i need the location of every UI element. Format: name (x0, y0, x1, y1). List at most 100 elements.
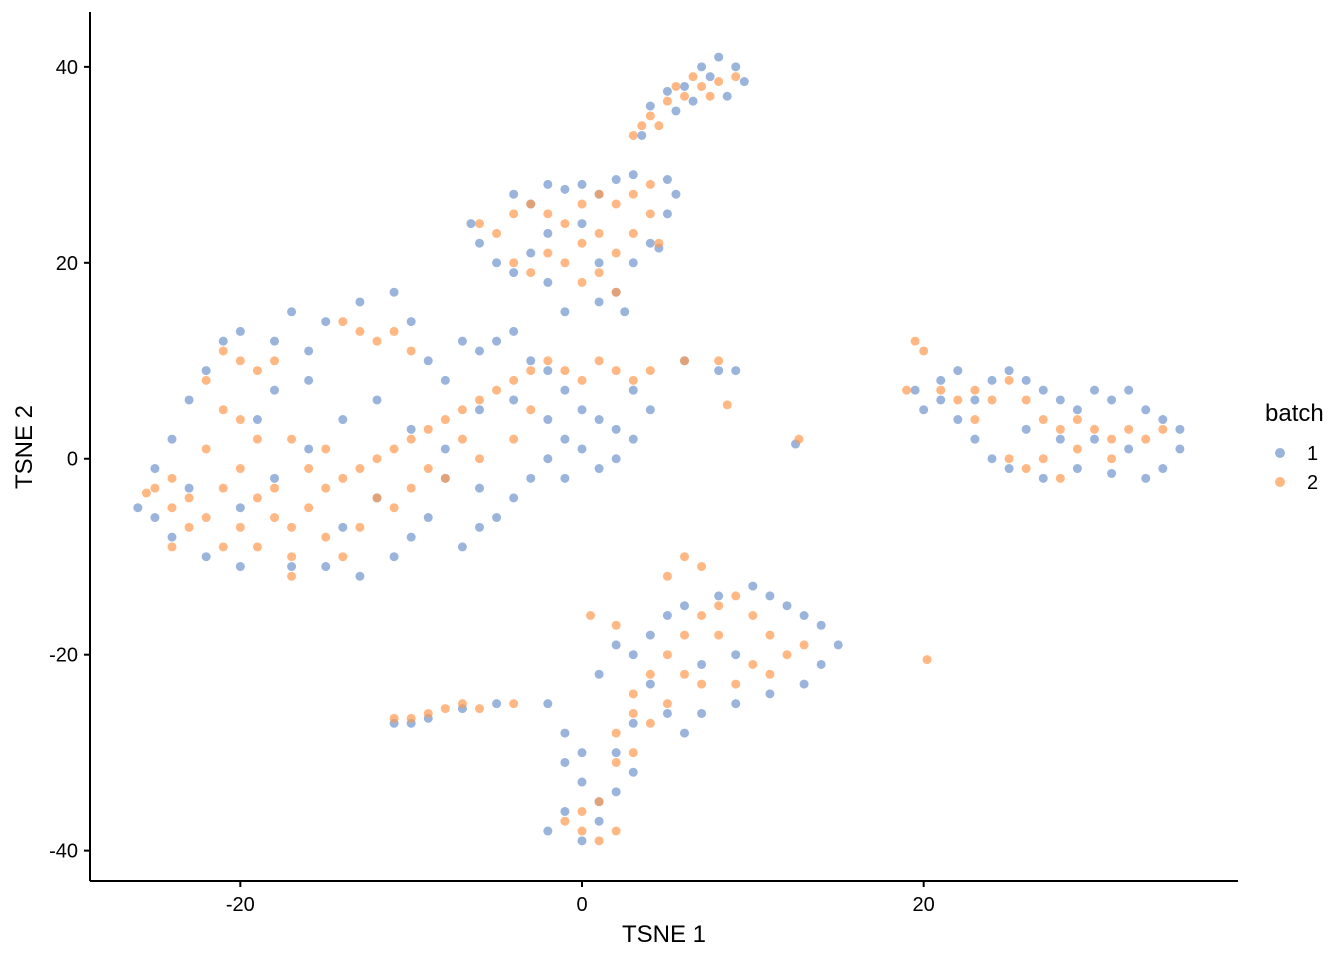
point-batch-2 (611, 287, 621, 297)
point-batch-1 (620, 307, 630, 317)
point-batch-1 (594, 464, 604, 474)
point-batch-1 (389, 552, 399, 562)
point-batch-1 (475, 522, 484, 532)
point-batch-2 (167, 542, 177, 552)
point-batch-1 (611, 748, 621, 758)
point-batch-2 (662, 96, 672, 106)
point-batch-1 (680, 601, 689, 611)
point-batch-1 (167, 532, 177, 542)
point-batch-2 (218, 346, 228, 356)
point-batch-1 (543, 366, 553, 376)
point-batch-2 (577, 238, 587, 248)
point-batch-1 (492, 336, 502, 346)
point-batch-2 (611, 199, 621, 209)
point-batch-2 (389, 326, 399, 336)
point-batch-2 (748, 659, 758, 669)
point-batch-1 (406, 424, 416, 434)
point-batch-2 (560, 816, 570, 826)
point-batch-1 (577, 405, 587, 415)
point-batch-2 (509, 375, 519, 385)
point-batch-2 (645, 669, 655, 679)
point-batch-1 (287, 562, 297, 572)
point-batch-2 (475, 454, 484, 464)
point-batch-2 (543, 209, 553, 219)
point-batch-1 (406, 532, 416, 542)
point-batch-2 (714, 630, 724, 640)
point-batch-2 (252, 542, 262, 552)
y-tick-label: -20 (49, 645, 78, 667)
point-batch-1 (235, 562, 245, 572)
point-batch-2 (321, 483, 331, 493)
point-batch-2 (270, 513, 279, 523)
point-batch-1 (543, 228, 553, 238)
x-axis-title: TSNE 1 (622, 921, 706, 948)
point-batch-2 (235, 522, 245, 532)
point-batch-1 (492, 258, 502, 268)
point-batch-2 (150, 483, 160, 493)
legend-title: batch (1265, 400, 1324, 427)
point-batch-2 (1072, 444, 1082, 454)
point-batch-1 (543, 415, 553, 425)
point-batch-1 (1090, 385, 1099, 395)
point-batch-2 (680, 552, 689, 562)
point-batch-2 (287, 571, 297, 581)
point-batch-2 (287, 522, 297, 532)
point-batch-1 (645, 101, 655, 111)
point-batch-1 (594, 297, 604, 307)
point-batch-2 (270, 483, 279, 493)
point-batch-1 (987, 454, 997, 464)
point-batch-2 (611, 826, 621, 836)
point-batch-1 (338, 415, 348, 425)
point-batch-2 (1124, 424, 1134, 434)
point-batch-2 (697, 679, 707, 689)
point-batch-2 (475, 395, 484, 405)
point-batch-2 (688, 72, 698, 82)
point-batch-1 (748, 581, 758, 591)
point-batch-1 (1141, 405, 1151, 415)
point-batch-1 (731, 366, 741, 376)
point-batch-2 (287, 552, 297, 562)
point-batch-1 (150, 513, 160, 523)
point-batch-1 (628, 650, 638, 660)
point-batch-2 (252, 493, 262, 503)
x-ticks: -20 0 20 (226, 881, 935, 916)
point-batch-1 (671, 189, 681, 199)
y-tick-label: -40 (49, 841, 78, 863)
point-batch-1 (833, 640, 843, 650)
point-batch-1 (492, 513, 502, 523)
point-batch-1 (645, 238, 655, 248)
point-batch-2 (662, 650, 672, 660)
point-batch-2 (645, 366, 655, 376)
point-batch-1 (611, 454, 621, 464)
point-batch-2 (628, 689, 638, 699)
point-batch-1 (1072, 464, 1082, 474)
point-batch-2 (714, 77, 724, 87)
point-batch-1 (697, 708, 707, 718)
point-batch-2 (654, 238, 664, 248)
point-batch-1 (167, 434, 177, 444)
point-batch-1 (457, 542, 467, 552)
point-batch-1 (799, 679, 809, 689)
point-batch-2 (218, 483, 228, 493)
point-batch-1 (543, 179, 553, 189)
point-batch-2 (594, 228, 604, 238)
point-batch-2 (714, 356, 724, 366)
point-batch-2 (782, 650, 792, 660)
point-batch-2 (680, 91, 689, 101)
point-batch-2 (987, 395, 997, 405)
point-batch-2 (577, 375, 587, 385)
point-batch-1 (936, 395, 946, 405)
point-batch-1 (628, 434, 638, 444)
point-batch-1 (671, 106, 681, 116)
point-batch-2 (1004, 454, 1014, 464)
point-batch-1 (1038, 473, 1048, 483)
point-batch-1 (235, 503, 245, 513)
point-batch-1 (150, 464, 160, 474)
point-batch-2 (560, 219, 570, 229)
point-batch-2 (389, 503, 399, 513)
point-batch-2 (492, 385, 502, 395)
point-batch-1 (611, 424, 621, 434)
point-batch-2 (304, 503, 314, 513)
point-batch-2 (526, 268, 536, 278)
point-batch-2 (645, 111, 655, 121)
